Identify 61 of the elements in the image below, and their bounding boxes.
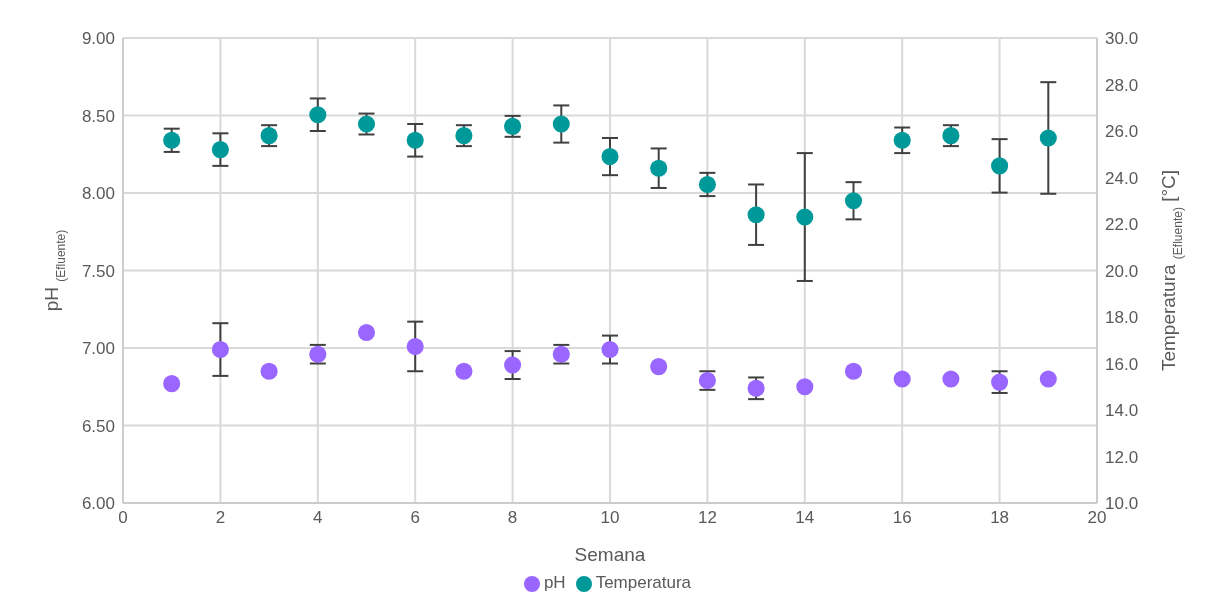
x-tick-label: 6: [410, 508, 420, 528]
y-tick-label: 7.00: [81, 339, 115, 359]
point: [796, 378, 814, 396]
legend-label: pH: [543, 573, 566, 592]
point: [747, 379, 765, 397]
point: [1039, 370, 1057, 388]
y2-tick-label: 24.0: [1105, 168, 1139, 188]
x-tick-label: 18: [990, 508, 1010, 528]
x-tick-label: 2: [215, 508, 226, 528]
point: [698, 175, 716, 194]
point: [650, 159, 668, 177]
x-axis-title: Semana: [574, 544, 646, 565]
y2-tick-label: 14.0: [1105, 401, 1139, 421]
point: [991, 157, 1009, 175]
y-tick-label: 6.00: [81, 494, 115, 514]
point: [163, 131, 181, 149]
y-tick-label: 8.00: [81, 184, 115, 204]
point: [260, 362, 278, 380]
y-tick-label: 8.50: [81, 106, 115, 126]
y2-tick-label: 28.0: [1105, 75, 1139, 95]
y-tick-label: 6.50: [81, 416, 115, 436]
y2-tick-label: 18.0: [1105, 308, 1139, 328]
y2-tick-label: 12.0: [1105, 447, 1139, 467]
point: [406, 131, 424, 149]
x-tick-label: 16: [892, 508, 912, 528]
point: [796, 208, 814, 226]
point: [601, 148, 619, 166]
point: [650, 358, 668, 376]
point: [504, 356, 522, 374]
point: [552, 115, 570, 133]
point: [893, 370, 911, 388]
y2-tick-label: 20.0: [1105, 261, 1139, 281]
point: [163, 375, 181, 393]
y-tick-label: 7.50: [81, 261, 115, 281]
point: [357, 323, 376, 342]
point: [211, 141, 229, 159]
x-tick-label: 0: [118, 508, 128, 528]
x-tick-label: 4: [313, 508, 323, 528]
point: [601, 341, 619, 359]
point: [942, 370, 960, 388]
x-tick-label: 20: [1087, 508, 1107, 528]
y2-tick-label: 26.0: [1105, 122, 1139, 142]
legend-label: Temperatura: [595, 573, 692, 592]
y2-tick-label: 22.0: [1105, 215, 1139, 235]
point: [844, 192, 863, 210]
point: [747, 206, 765, 224]
y2-tick-label: 30.0: [1105, 29, 1139, 49]
x-tick-label: 8: [507, 508, 518, 528]
point: [211, 341, 229, 359]
y2-tick-label: 10.0: [1105, 494, 1139, 514]
x-tick-label: 12: [697, 508, 717, 528]
x-tick-label: 14: [795, 508, 815, 528]
y2-tick-label: 16.0: [1105, 354, 1139, 374]
point: [309, 106, 327, 124]
point: [1039, 129, 1057, 147]
point: [406, 337, 424, 355]
point: [844, 362, 863, 380]
point: [893, 131, 911, 149]
point: [455, 362, 473, 380]
y-tick-label: 9.00: [81, 29, 115, 49]
x-tick-label: 10: [600, 508, 620, 528]
